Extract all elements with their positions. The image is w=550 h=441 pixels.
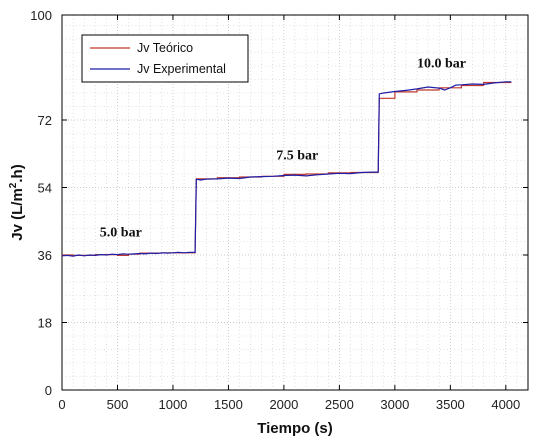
legend-label-experimental: Jv Experimental: [137, 62, 226, 76]
y-tick-label: 72: [38, 113, 52, 128]
x-tick-label: 1000: [158, 397, 187, 412]
plot-frame: [61, 14, 529, 391]
legend-box: [81, 34, 249, 83]
legend-label-teorico: Jv Teórico: [137, 41, 193, 55]
x-axis-title: Tiempo (s): [257, 420, 333, 437]
y-tick-label: 0: [45, 383, 52, 398]
y-tick-label: 18: [38, 316, 52, 331]
series-line-experimental: [61, 81, 512, 257]
annotations: 5.0 bar 7.5 bar 10.0 bar: [100, 57, 466, 241]
x-tick-label: 3000: [380, 397, 409, 412]
y-axis-title-superscript: 2: [8, 182, 19, 188]
x-tick-labels: 0 500 1000 1500 2000 2500 3000 3500 4000: [58, 397, 520, 412]
y-tick-label: 36: [38, 248, 52, 263]
y-tick-label: 54: [38, 181, 52, 196]
y-axis-title-main: Jv (L/m: [9, 188, 26, 241]
pressure-annotation: 7.5 bar: [276, 148, 318, 163]
pressure-annotation: 10.0 bar: [417, 57, 466, 72]
x-tick-label: 1500: [214, 397, 243, 412]
y-axis-title-suffix: .h): [9, 164, 26, 182]
x-tick-label: 2500: [325, 397, 354, 412]
y-tick-label: 100: [30, 8, 52, 23]
series-lines: [61, 81, 512, 257]
legend: Jv Teórico Jv Experimental: [81, 34, 249, 83]
grid: [62, 15, 528, 390]
pressure-annotation: 5.0 bar: [100, 225, 142, 240]
x-tick-label: 0: [58, 397, 65, 412]
y-axis-title: Jv (L/m2.h): [8, 164, 26, 240]
x-tick-label: 500: [107, 397, 129, 412]
y-tick-labels: 0 18 36 54 72 100: [30, 8, 52, 398]
x-tick-label: 3500: [436, 397, 465, 412]
x-tick-label: 2000: [269, 397, 298, 412]
x-tick-label: 4000: [491, 397, 520, 412]
